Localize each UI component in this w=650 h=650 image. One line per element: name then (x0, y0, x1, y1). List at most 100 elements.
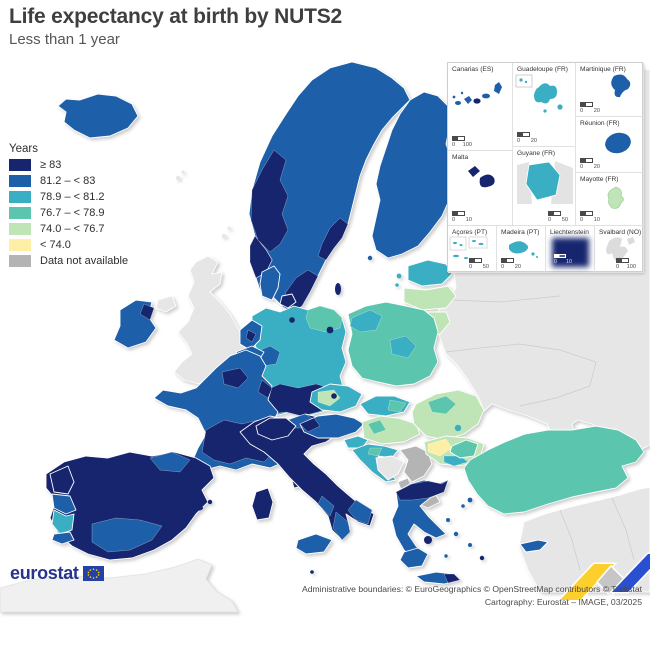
scale-bar: 0 50 (548, 211, 572, 223)
scale-bar-icon (580, 211, 593, 216)
map-region-switzerland (255, 417, 297, 441)
image-chevrons-icon (556, 552, 650, 602)
legend-swatch (9, 175, 31, 187)
region-patch-andalusia (91, 517, 163, 553)
scale-bar: 0 100 (452, 136, 476, 148)
map-region-portugal-algarve (51, 531, 75, 545)
inset-label: Martinique (FR) (580, 66, 626, 73)
scale-max: 100 (462, 142, 472, 148)
shetland-faroe-islands (176, 170, 231, 238)
region-patch-croatia (367, 447, 383, 457)
region-patch-greece-north (395, 479, 449, 501)
attribution-line-2: Cartography: Eurostat – IMAGE, 03/2025 (484, 596, 642, 607)
region-patch-ile-de-france (221, 367, 249, 389)
legend-label: 78.9 – < 81.2 (40, 191, 105, 203)
map-region-turkey (463, 425, 645, 515)
scale-bar-icon (517, 132, 530, 137)
legend-row: 74.0 – < 76.7 (9, 223, 128, 235)
eurostat-logo-text: eurostat (10, 563, 79, 583)
inset-map-acores (449, 236, 488, 259)
legend-swatch (9, 191, 31, 203)
map-region-iceland (57, 93, 139, 139)
scale-max: 100 (626, 264, 636, 270)
map-region-estonia (407, 259, 453, 287)
map-region-sicily (295, 533, 333, 555)
legend-row: < 74.0 (9, 239, 128, 251)
inset-map-martinique (611, 74, 631, 98)
noneu-internal-borders (445, 295, 597, 407)
map-region-balearics (189, 499, 213, 511)
inset-map-svalbard (606, 237, 635, 262)
scale-bar: 0 50 (469, 258, 493, 270)
page-title: Life expectancy at birth by NUTS2 (9, 5, 342, 28)
scale-min: 0 (469, 264, 473, 270)
region-patch-attica (424, 536, 432, 544)
legend-swatch (9, 255, 31, 267)
inset-map-reunion (605, 132, 631, 154)
scale-bar: 0 100 (616, 258, 640, 270)
inset-madeira: Madeira (PT) 0 20 (497, 226, 546, 273)
scale-max: 10 (593, 217, 600, 223)
map-region-peloponnese (399, 547, 429, 569)
eu-flag-icon (82, 566, 104, 581)
map-region-turkey-thrace (449, 439, 479, 459)
legend-swatch (9, 223, 31, 235)
inset-canarias: Canarias (ES) 0 100 (448, 63, 513, 151)
inset-label: Guadeloupe (FR) (517, 66, 568, 73)
map-attribution: Administrative boundaries: © EuroGeograp… (302, 583, 642, 609)
scale-min: 0 (580, 217, 584, 223)
middle-east-borders (559, 497, 635, 571)
scale-min: 0 (517, 138, 521, 144)
attribution-line-1: Administrative boundaries: © EuroGeograp… (302, 584, 642, 594)
map-region-portugal-alentejo (51, 509, 75, 535)
map-region-malta (310, 570, 314, 574)
page-subtitle: Less than 1 year (9, 31, 120, 49)
inset-map-mayotte (607, 186, 624, 209)
eu-flag-stars (87, 568, 100, 579)
inset-map-liechtenstein (552, 238, 589, 267)
region-patch-slovakia-east (387, 399, 407, 413)
inset-liechtenstein: Liechtenstein 0 10 (546, 226, 595, 273)
inset-malta: Malta 0 10 (448, 151, 513, 226)
eurostat-logo: eurostat (10, 563, 104, 584)
map-region-slovenia (343, 435, 369, 449)
scale-bar: 0 20 (517, 132, 541, 144)
map-region-gotland (335, 283, 341, 295)
region-patch-berlin (326, 326, 334, 334)
scale-bar: 0 20 (580, 102, 604, 114)
scale-min: 0 (580, 108, 584, 114)
scale-max: 20 (593, 164, 600, 170)
scale-max: 10 (465, 217, 472, 223)
header: Life expectancy at birth by NUTS2 Less t… (9, 5, 342, 48)
inset-label: Canarias (ES) (452, 66, 494, 73)
scale-bar: 0 10 (452, 211, 476, 223)
scale-min: 0 (554, 259, 557, 265)
legend-title: Years (9, 143, 38, 155)
inset-label: Mayotte (FR) (580, 176, 619, 183)
inset-label: Guyane (FR) (517, 150, 556, 157)
inset-label: Açores (PT) (452, 229, 488, 236)
inset-mayotte: Mayotte (FR) 0 10 (576, 173, 644, 226)
scale-max: 10 (566, 259, 572, 265)
estonia-islands (395, 273, 402, 287)
map-region-austria (299, 413, 365, 439)
map-region-portugal-centre (51, 493, 77, 515)
inset-map-canarias (452, 82, 502, 105)
region-patch-crete-east (443, 573, 461, 584)
inset-map-madeira (509, 241, 538, 258)
scale-bar: 0 10 (580, 211, 604, 223)
scale-max: 20 (514, 264, 521, 270)
scale-bar-icon (548, 211, 561, 216)
region-patch-spain-northeast (149, 451, 191, 473)
region-patch-campania (317, 495, 335, 517)
inset-label: Svalbard (NO) (599, 229, 642, 236)
map-legend: Years ≥ 83 81.2 – < 83 78.9 – < 81.2 76.… (9, 143, 128, 271)
scale-bar-icon (580, 158, 593, 163)
map-region-middle-east (518, 486, 650, 593)
map-region-portugal-north (49, 465, 75, 495)
legend-row: 81.2 – < 83 (9, 175, 128, 187)
inset-map-malta (468, 166, 495, 188)
inset-reunion: Réunion (FR) 0 20 (576, 117, 644, 173)
scale-min: 0 (501, 264, 505, 270)
